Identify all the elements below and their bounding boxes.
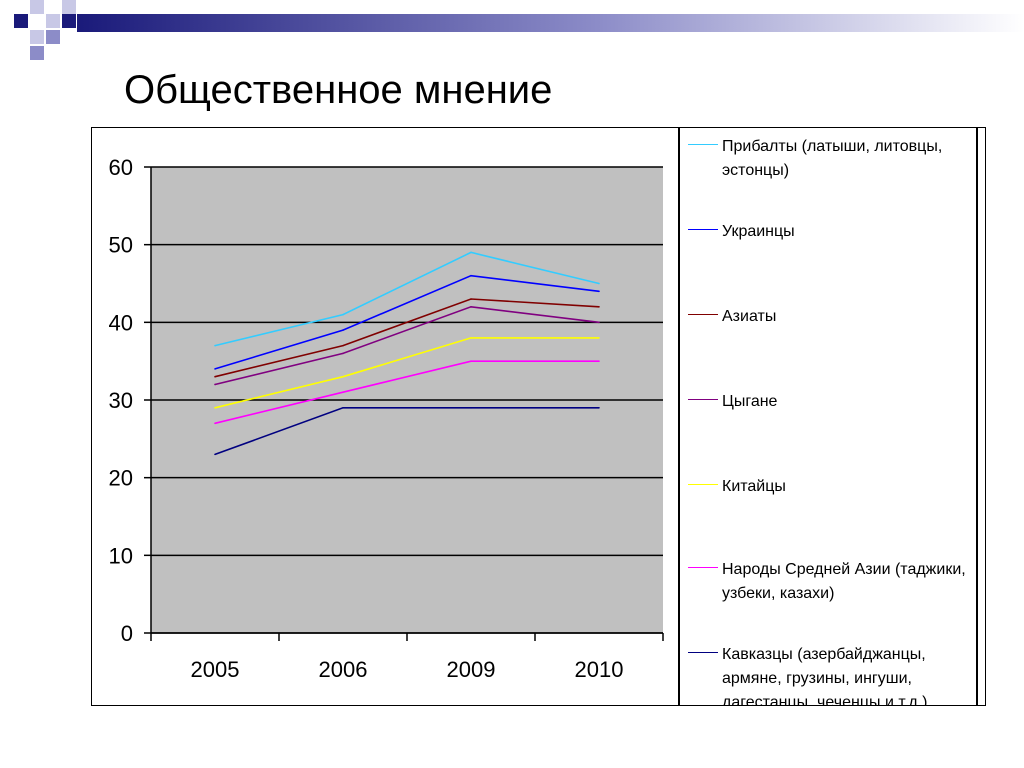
legend-label: Народы Средней Азии (таджики, узбеки, ка… <box>722 561 966 602</box>
series-line-3 <box>214 298 600 378</box>
y-tick-label: 20 <box>109 466 133 491</box>
decor-square <box>46 30 60 44</box>
series-7-point <box>214 453 216 456</box>
series-6-point <box>470 360 472 362</box>
series-2-point <box>214 368 216 370</box>
x-tick-label: 2009 <box>447 657 496 682</box>
legend-swatch <box>688 399 718 400</box>
y-tick-label: 30 <box>109 388 133 413</box>
decor-square <box>30 46 44 60</box>
series-line-6 <box>214 360 599 425</box>
x-tick-label: 2005 <box>191 657 240 682</box>
series-line-5 <box>214 337 599 409</box>
series-3-point <box>598 306 600 308</box>
series-line-1 <box>214 251 600 347</box>
series-7-point <box>342 406 344 409</box>
series-3-point <box>342 344 344 347</box>
series-4-point <box>598 321 600 324</box>
legend-label: Прибалты (латыши, литовцы, эстонцы) <box>722 138 943 179</box>
legend-swatch <box>688 484 718 485</box>
legend-swatch <box>688 567 718 568</box>
series-5-point <box>470 337 472 339</box>
x-tick-label: 2006 <box>319 657 368 682</box>
series-7-point <box>470 406 472 409</box>
legend-label: Азиаты <box>722 308 777 325</box>
series-3-point <box>214 375 216 378</box>
series-2-point <box>342 329 344 331</box>
legend-label: Украинцы <box>722 223 795 240</box>
header-gradient-bar <box>77 14 1024 32</box>
series-5-point <box>598 337 600 339</box>
decor-square <box>30 0 44 14</box>
legend-swatch <box>688 314 718 315</box>
slide-corner-decoration <box>14 0 1024 60</box>
series-5-point <box>214 406 216 409</box>
series-6-point <box>342 391 344 394</box>
legend-swatch <box>688 652 718 653</box>
y-tick-label: 40 <box>109 310 133 335</box>
decor-square <box>62 14 76 28</box>
series-6-point <box>214 422 216 425</box>
y-tick-label: 60 <box>109 155 133 180</box>
series-4-point <box>342 352 344 355</box>
slide-title: Общественное мнение <box>124 68 553 112</box>
y-tick-label: 50 <box>109 233 133 258</box>
series-3-point <box>470 298 472 300</box>
series-6-point <box>598 360 600 362</box>
decor-square <box>14 14 28 28</box>
decor-square <box>46 14 60 28</box>
series-2-point <box>470 274 472 277</box>
chart-frame <box>91 127 986 706</box>
legend-label: Цыгане <box>722 393 778 410</box>
x-tick-label: 2010 <box>575 657 624 682</box>
legend-swatch <box>688 144 718 145</box>
legend-swatch <box>688 229 718 230</box>
series-line-4 <box>214 305 600 386</box>
y-tick-label: 0 <box>121 621 133 646</box>
decor-square <box>62 0 76 14</box>
legend-label: Кавказцы (азербайджанцы, армяне, грузины… <box>722 646 928 706</box>
series-4-point <box>214 383 216 386</box>
y-tick-label: 10 <box>109 543 133 568</box>
chart-legend: Прибалты (латыши, литовцы, эстонцы) Украи… <box>678 128 978 706</box>
series-4-point <box>470 306 472 308</box>
series-1-point <box>598 282 600 285</box>
series-1-point <box>470 251 472 254</box>
series-2-point <box>598 290 600 293</box>
series-1-point <box>214 344 216 347</box>
series-line-7 <box>214 406 599 456</box>
series-line-2 <box>214 274 600 370</box>
series-5-point <box>342 375 344 378</box>
decor-square <box>30 30 44 44</box>
series-7-point <box>598 406 600 409</box>
series-1-point <box>342 313 344 316</box>
legend-label: Китайцы <box>722 478 786 495</box>
